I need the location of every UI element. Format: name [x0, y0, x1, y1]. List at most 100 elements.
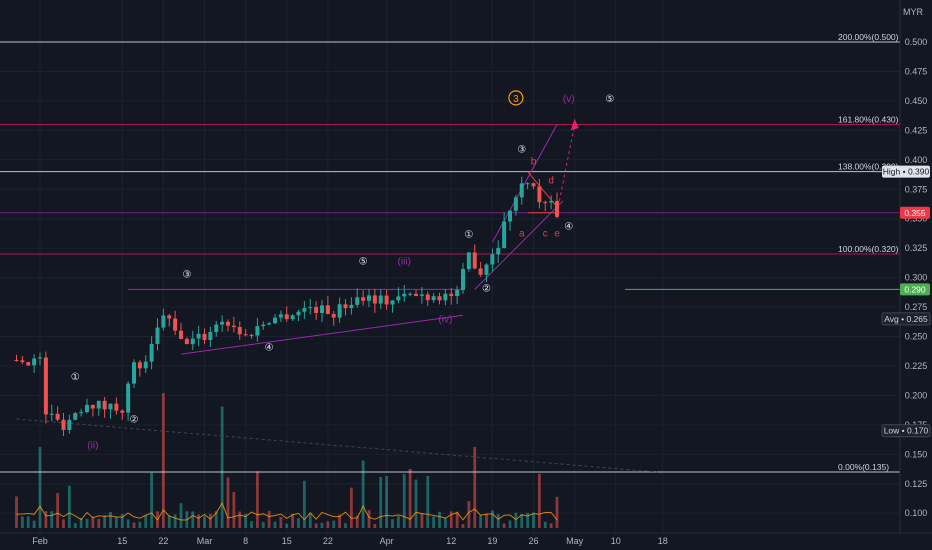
candle-body: [243, 334, 248, 336]
price-tick-label: 0.275: [905, 302, 928, 312]
volume-bar: [26, 516, 30, 528]
volume-bar: [191, 511, 195, 528]
candle-body: [290, 315, 295, 320]
volume-bar: [97, 518, 101, 528]
volume-bar: [132, 522, 136, 528]
candle-body: [390, 300, 395, 305]
volume-bar: [532, 512, 535, 528]
candle-body: [466, 252, 471, 269]
volume-bar: [91, 516, 95, 528]
volume-bar: [414, 479, 418, 528]
volume-bar: [238, 511, 242, 528]
wave-label-e: e: [554, 228, 560, 239]
wave-label-1: ①: [71, 372, 80, 383]
fib-levels: 200.00%(0.500) 161.80%(0.430) 138.00%(0.39…: [0, 32, 900, 473]
candle-body: [419, 294, 424, 296]
candle-body: [161, 315, 166, 328]
candles: [14, 176, 559, 437]
candle-body: [55, 413, 60, 420]
price-badges: High • 0.390 0.355 0.290 Avg • 0.265 Low • 0…: [881, 165, 931, 438]
time-tick-label: 10: [611, 536, 621, 546]
volume-bar: [32, 520, 36, 528]
price-badge-label: 0.290: [904, 284, 926, 294]
volume-bar: [496, 514, 500, 528]
wave-label-1b: ①: [464, 230, 473, 241]
volume-bar: [261, 522, 265, 528]
volume-bar: [385, 475, 389, 528]
candle-body: [513, 197, 518, 211]
candle-body: [502, 221, 507, 248]
volume-bar: [338, 514, 342, 528]
candle-body: [490, 254, 495, 265]
candle-body: [249, 334, 254, 336]
candle-body: [79, 412, 84, 414]
volume-bar: [549, 523, 553, 528]
candle-body: [314, 307, 319, 313]
candle-body: [231, 325, 236, 328]
candle-body: [414, 293, 418, 296]
time-tick-label: Mar: [197, 536, 213, 546]
candle-body: [455, 290, 460, 297]
candle-body: [320, 305, 324, 313]
wave-degree-circle: [508, 90, 524, 106]
volume-bar: [355, 515, 359, 528]
volume-bar: [537, 473, 541, 528]
price-tick-label: 0.325: [905, 243, 928, 253]
volume-bar: [56, 493, 60, 528]
volume-bar: [103, 515, 107, 528]
time-tick-label: May: [566, 536, 584, 546]
volume-bar: [197, 514, 201, 528]
time-axis[interactable]: Feb 15 22 Mar 8 15 22 Apr 12 19 26 May 10 18: [32, 536, 668, 546]
candle-body: [555, 201, 559, 217]
price-badge: [881, 312, 931, 326]
volume-bar: [543, 521, 547, 528]
long-trend-line: [16, 418, 657, 473]
candle-body: [61, 419, 66, 430]
candle-body: [114, 403, 119, 411]
volume-bar: [379, 476, 383, 528]
candle-body: [143, 361, 148, 369]
wave-label-3: ③: [182, 270, 191, 281]
fib-level-label: 138.00%(0.390): [838, 162, 899, 172]
wave-label-a: a: [519, 228, 525, 239]
price-tick-label: 0.450: [905, 96, 928, 106]
price-tick-label: 0.375: [905, 184, 928, 194]
candle-body: [355, 297, 360, 305]
candle-body: [261, 324, 266, 327]
wave-label-4: ④: [265, 343, 274, 354]
wave-label-b: b: [531, 157, 537, 168]
volume-bar: [120, 514, 124, 528]
triangle-upper-line: [527, 171, 558, 208]
candle-body: [267, 323, 272, 325]
candle-body: [437, 296, 442, 301]
candle-body: [226, 321, 230, 326]
wave-label-2b: ②: [482, 284, 491, 295]
time-tick-label: 18: [658, 536, 668, 546]
volume-bar: [79, 518, 83, 528]
price-badge-label: Low • 0.170: [884, 426, 929, 436]
volume-bar: [38, 447, 42, 528]
candle-body: [184, 338, 189, 345]
candle-body: [472, 252, 477, 269]
time-tick-label: Feb: [32, 536, 48, 546]
volume-bar: [373, 523, 377, 528]
candle-body: [384, 295, 389, 305]
volume-bar: [109, 511, 112, 528]
volume-bar: [226, 477, 230, 528]
volume-bar: [426, 475, 430, 528]
volume-bar: [349, 487, 353, 528]
volume-bar: [449, 511, 453, 528]
volume-bar: [361, 460, 365, 528]
candle-body: [478, 268, 483, 275]
volume-bar: [526, 512, 530, 528]
candle-body: [461, 268, 465, 291]
volume-bar: [320, 522, 324, 528]
volume-bar: [514, 512, 518, 528]
wave-label-v: (v): [563, 94, 575, 105]
volume-bar: [50, 511, 54, 528]
price-tick-label: 0.425: [905, 125, 928, 135]
time-tick-label: 19: [487, 536, 497, 546]
